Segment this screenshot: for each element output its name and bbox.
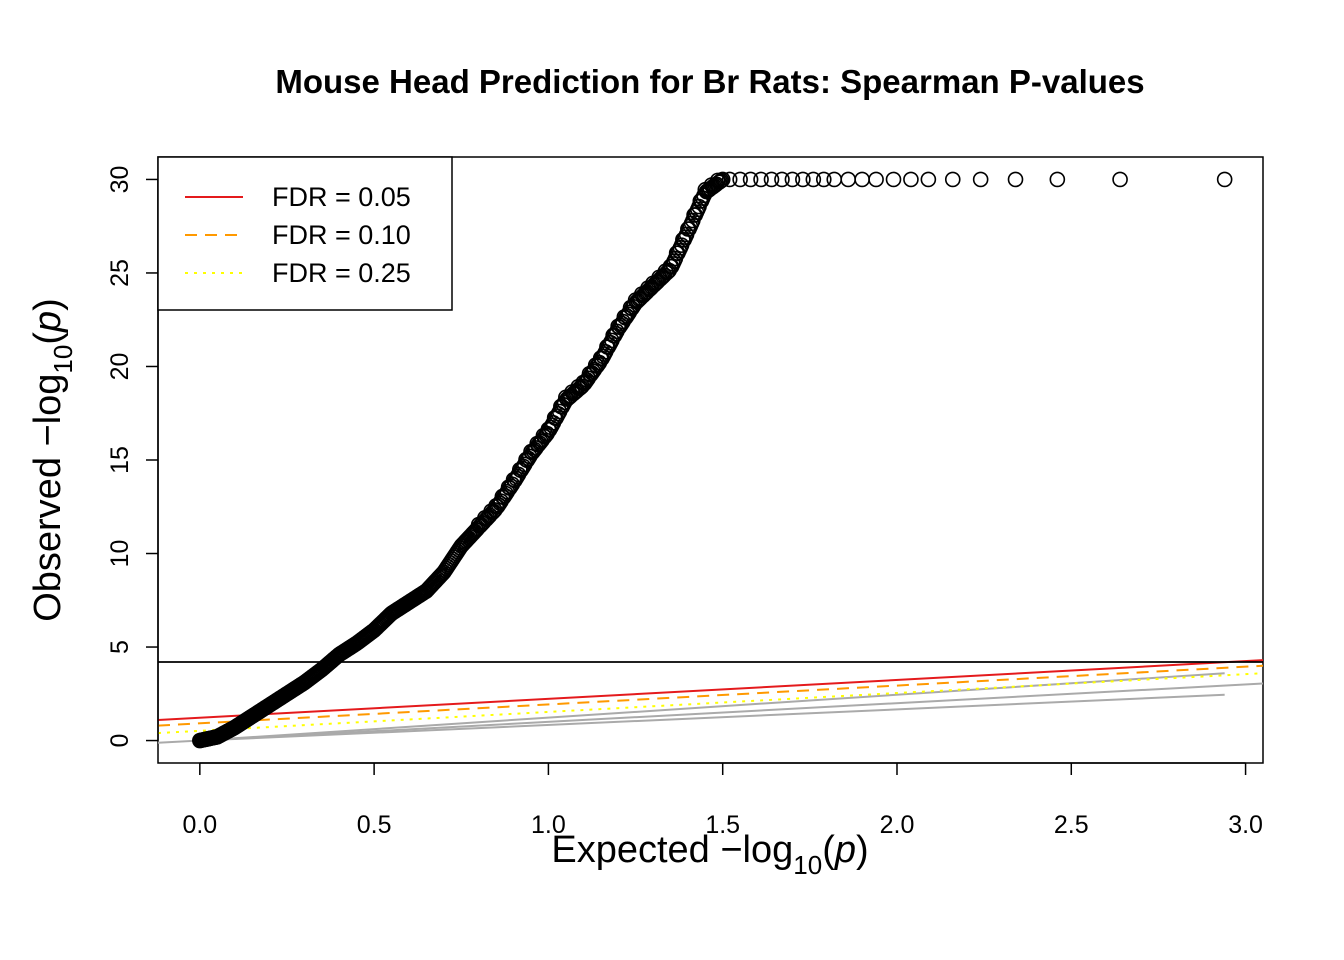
plateau-point [753, 171, 769, 188]
plateau-point [732, 171, 748, 188]
x-axis: 0.0 0.5 1.0 1.5 2.0 2.5 3.0 [182, 762, 1263, 839]
legend-label: FDR = 0.10 [272, 220, 411, 250]
y-axis-label-text: Observed −log [27, 374, 69, 622]
plateau-point [774, 171, 790, 188]
y-axis: 0 5 10 15 20 25 30 [106, 166, 159, 748]
x-axis-label: Expected −log10(p) [551, 829, 868, 880]
data-point [714, 171, 731, 188]
x-axis-label-close: ) [856, 829, 869, 871]
data-point [711, 174, 727, 191]
plateau-point [944, 171, 961, 188]
legend-box [157, 156, 453, 311]
plateau-point [1049, 171, 1066, 188]
plateau-point [840, 171, 856, 188]
y-tick-label: 25 [106, 259, 134, 287]
plateau-point [826, 171, 843, 188]
y-tick-label: 20 [106, 353, 134, 381]
y-axis-label-var: p [27, 311, 69, 333]
x-axis-label-text: Expected −log [551, 829, 793, 871]
plateau-point [721, 171, 738, 188]
x-axis-label-argument: ( [822, 829, 835, 871]
x-axis-label-var: p [834, 829, 856, 871]
plateau-point [1216, 171, 1233, 188]
x-axis-label-subscript: 10 [793, 850, 822, 880]
y-axis-label: Observed −log10(p) [27, 298, 78, 622]
data-point [713, 172, 730, 189]
y-tick-label: 0 [106, 734, 134, 748]
plateau-point [815, 171, 832, 188]
x-tick-label: 1.0 [531, 811, 566, 839]
reference-line-0 [158, 682, 1263, 744]
fdr-line-0 [158, 659, 1263, 721]
plateau-point [784, 171, 801, 188]
y-axis-label-argument: ( [27, 332, 69, 345]
y-axis-label-subscript: 10 [48, 345, 78, 374]
x-tick-label: 0.0 [182, 811, 217, 839]
x-tick-label: 2.5 [1054, 811, 1089, 839]
plateau-point [903, 171, 919, 188]
plot-area [157, 156, 1264, 764]
y-tick-label: 10 [106, 540, 134, 568]
reference-line-1 [199, 693, 1225, 742]
plateau-point [742, 171, 759, 188]
plateau-point [885, 171, 902, 188]
y-tick-label: 15 [106, 446, 134, 474]
x-tick-label: 3.0 [1228, 811, 1263, 839]
plateau-point [1112, 171, 1128, 188]
plot-content [158, 171, 1263, 749]
legend-label: FDR = 0.25 [272, 258, 411, 288]
plateau-point [805, 171, 822, 188]
chart-title: Mouse Head Prediction for Br Rats: Spear… [275, 63, 1144, 100]
x-tick-label: 0.5 [357, 811, 392, 839]
legend-label: FDR = 0.05 [272, 182, 411, 212]
reference-line-2 [199, 672, 1225, 742]
plateau-point [763, 171, 780, 188]
x-tick-label: 1.5 [705, 811, 740, 839]
fdr-line-1 [158, 664, 1263, 727]
x-tick-label: 2.0 [880, 811, 915, 839]
legend: FDR = 0.05 FDR = 0.10 FDR = 0.25 [157, 156, 453, 311]
plateau-point [854, 171, 870, 188]
y-tick-label: 5 [106, 640, 134, 654]
data-point [712, 173, 729, 190]
y-axis-label-close: ) [27, 298, 69, 311]
plateau-point [868, 171, 884, 188]
plateau-point [795, 171, 811, 188]
plateau-point [1007, 171, 1024, 188]
plateau-point [972, 171, 989, 188]
y-tick-label: 30 [106, 166, 134, 194]
plateau-point [920, 171, 937, 188]
